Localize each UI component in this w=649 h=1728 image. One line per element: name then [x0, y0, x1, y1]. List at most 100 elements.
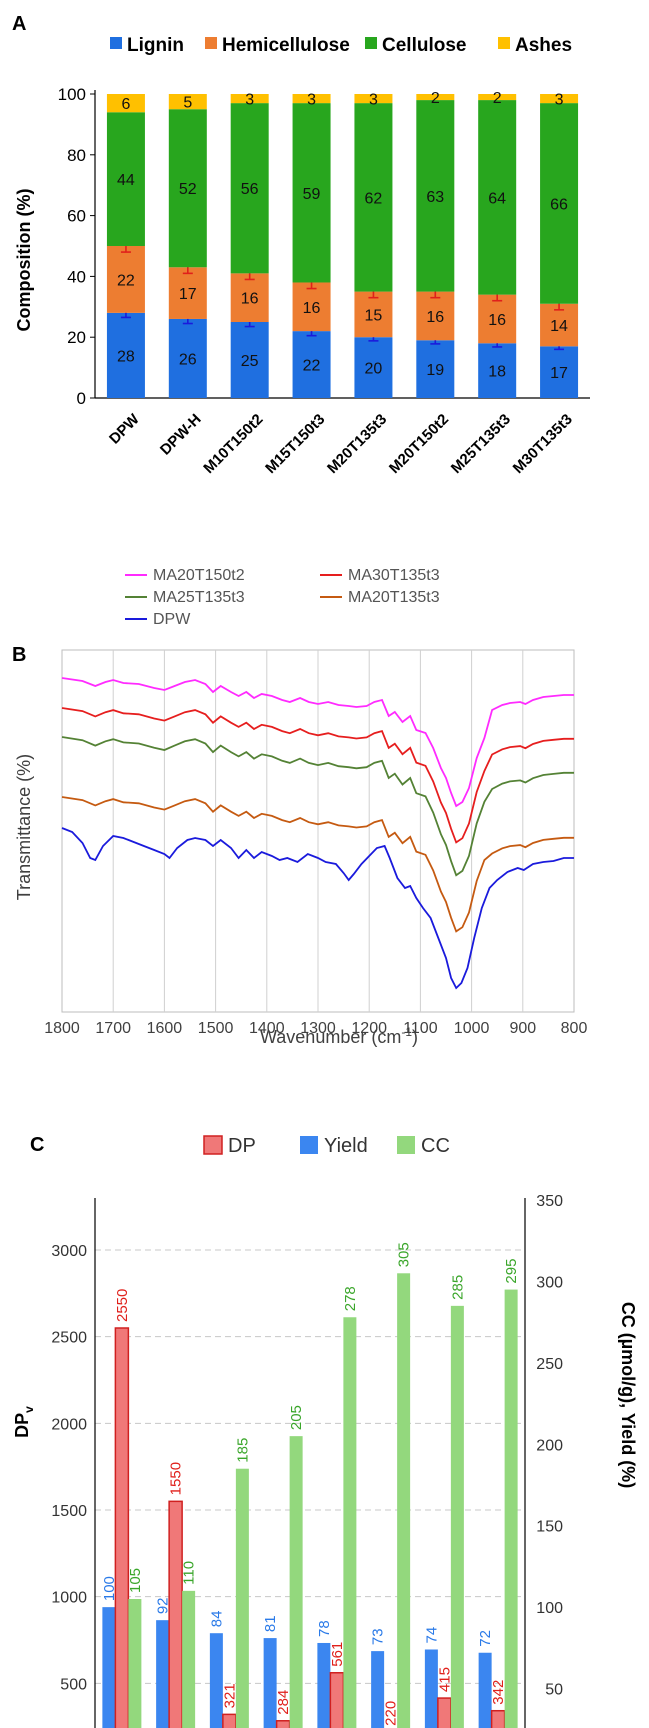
a-bar-value-label: 5 — [183, 95, 192, 112]
a-y-tick-label: 40 — [67, 267, 86, 286]
a-bar-segment — [292, 331, 331, 398]
c-dp-bar — [222, 1713, 237, 1728]
c-yield-value-label: 100 — [101, 1576, 118, 1601]
a-bar-value-label: 17 — [550, 365, 568, 382]
a-bar-segment — [106, 312, 145, 398]
a-bar-segment — [354, 94, 393, 104]
c-yield-value-label: 72 — [477, 1630, 494, 1647]
c-yield-bar — [156, 1620, 170, 1728]
a-bar-value-label: 56 — [241, 181, 259, 198]
a-x-category-label: M30T135t3 — [510, 411, 576, 477]
b-spectrum-line — [61, 796, 574, 933]
c-dp-bar — [275, 1720, 291, 1728]
c-cc-bar — [343, 1317, 357, 1728]
a-bar-segment — [416, 100, 455, 292]
a-bar-segment — [478, 343, 517, 398]
c-y-tick-label: 1000 — [51, 1590, 87, 1607]
c-cc-value-label: 105 — [127, 1568, 144, 1593]
b-x-tick-label: 1300 — [300, 1020, 336, 1037]
b-x-tick-label: 1100 — [403, 1020, 438, 1037]
a-bar-value-label: 17 — [179, 286, 197, 303]
a-bar-value-label: 20 — [365, 361, 383, 378]
panel-a-chart: 0 20 40 60 80 100 Lignin Hemicellulose Cellulose… — [58, 35, 590, 477]
b-x-tick-label: 1700 — [95, 1020, 131, 1037]
c-cc-value-label: 305 — [396, 1242, 413, 1267]
c-yield-value-label: 78 — [316, 1620, 333, 1637]
b-x-tick-label: 1500 — [198, 1020, 234, 1037]
c-dp-value-label: 220 — [383, 1701, 400, 1726]
a-y-tick-label: 0 — [77, 389, 86, 408]
b-x-tick-label: 1800 — [44, 1020, 80, 1037]
a-bar-segment — [230, 94, 269, 104]
panel-b-y-axis-title: Transmittance (%) — [14, 754, 34, 900]
b-x-tick-label: 1400 — [249, 1020, 285, 1037]
b-legend-label: MA20T135t3 — [348, 589, 440, 606]
c-cc-bar — [504, 1289, 518, 1728]
c-cc-value-label: 205 — [288, 1405, 305, 1430]
c-legend-label: Yield — [324, 1135, 368, 1157]
c-yield-value-label: 81 — [262, 1615, 279, 1632]
a-x-category-label: M10T150t2 — [200, 411, 266, 477]
a-x-category-label: DPW-H — [157, 411, 205, 459]
c-legend-swatch — [203, 1135, 223, 1155]
a-y-tick-label: 100 — [58, 85, 86, 104]
c-yield-bar — [478, 1652, 492, 1728]
c-legend-label: DP — [228, 1135, 256, 1157]
c-cc-bar — [235, 1468, 249, 1728]
a-legend-label: Hemicellulose — [222, 35, 350, 56]
a-y-tick-label: 20 — [67, 328, 86, 347]
b-x-tick-label: 1600 — [147, 1020, 183, 1037]
c-legend-label: CC — [421, 1135, 450, 1157]
a-bar-value-label: 3 — [369, 92, 378, 109]
a-legend-label: Cellulose — [382, 35, 466, 56]
c-dp-value-label: 1550 — [168, 1462, 185, 1495]
a-legend-swatch — [498, 37, 510, 49]
a-x-category-label: M20T150t2 — [386, 411, 452, 477]
panel-c-y-axis-title-main: DP — [12, 1413, 32, 1438]
c-y2-tick-label: 150 — [536, 1519, 563, 1536]
c-yield-bar — [263, 1638, 277, 1728]
a-bar-segment — [106, 94, 145, 113]
c-dp-value-label: 321 — [221, 1683, 238, 1708]
c-cc-bar — [289, 1436, 303, 1728]
b-legend-label: DPW — [153, 611, 191, 628]
b-legend-label: MA25T135t3 — [153, 589, 245, 606]
c-cc-value-label: 278 — [342, 1286, 359, 1311]
panel-b-chart: 1800 1700 1600 1500 1400 1300 1200 1100 1000 900 8… — [44, 567, 587, 1037]
c-y-tick-label: 2000 — [51, 1416, 87, 1433]
a-bar-value-label: 63 — [426, 189, 444, 206]
c-y2-tick-label: 200 — [536, 1437, 563, 1454]
a-x-category-label: M25T135t3 — [448, 411, 514, 477]
a-bar-segment — [540, 103, 579, 304]
a-bar-value-label: 64 — [488, 190, 506, 207]
c-dp-value-label: 284 — [275, 1690, 292, 1715]
c-legend-swatch — [300, 1136, 318, 1154]
a-bar-value-label: 16 — [241, 291, 259, 308]
a-bar-value-label: 3 — [555, 92, 564, 109]
a-bar-value-label: 18 — [488, 364, 506, 381]
a-y-tick-label: 60 — [67, 207, 86, 226]
a-x-category-label: DPW — [106, 410, 143, 447]
panel-c-y2-axis-title: CC (µmol/g), Yield (%) — [618, 1302, 638, 1488]
b-legend-label: MA30T135t3 — [348, 567, 440, 584]
a-bar-segment — [416, 94, 455, 101]
panel-b-letter: B — [12, 644, 26, 666]
c-y-tick-label: 500 — [60, 1676, 87, 1693]
a-bar-segment — [540, 346, 579, 398]
a-bar-value-label: 28 — [117, 348, 135, 365]
a-legend-swatch — [365, 37, 377, 49]
panel-c-chart: 0500100015002000250030000501001502002503… — [51, 1135, 563, 1728]
a-bar-segment — [354, 337, 393, 398]
a-y-tick-label: 80 — [67, 146, 86, 165]
a-bar-value-label: 25 — [241, 353, 259, 370]
a-bar-segment — [168, 318, 207, 398]
panel-c-letter: C — [30, 1134, 44, 1156]
a-bar-value-label: 3 — [307, 92, 316, 109]
a-bar-segment — [540, 94, 579, 104]
a-bar-value-label: 44 — [117, 172, 135, 189]
c-y2-tick-label: 50 — [545, 1682, 563, 1699]
c-legend-swatch — [397, 1136, 415, 1154]
a-bar-value-label: 16 — [426, 309, 444, 326]
b-x-tick-label: 1000 — [454, 1020, 490, 1037]
